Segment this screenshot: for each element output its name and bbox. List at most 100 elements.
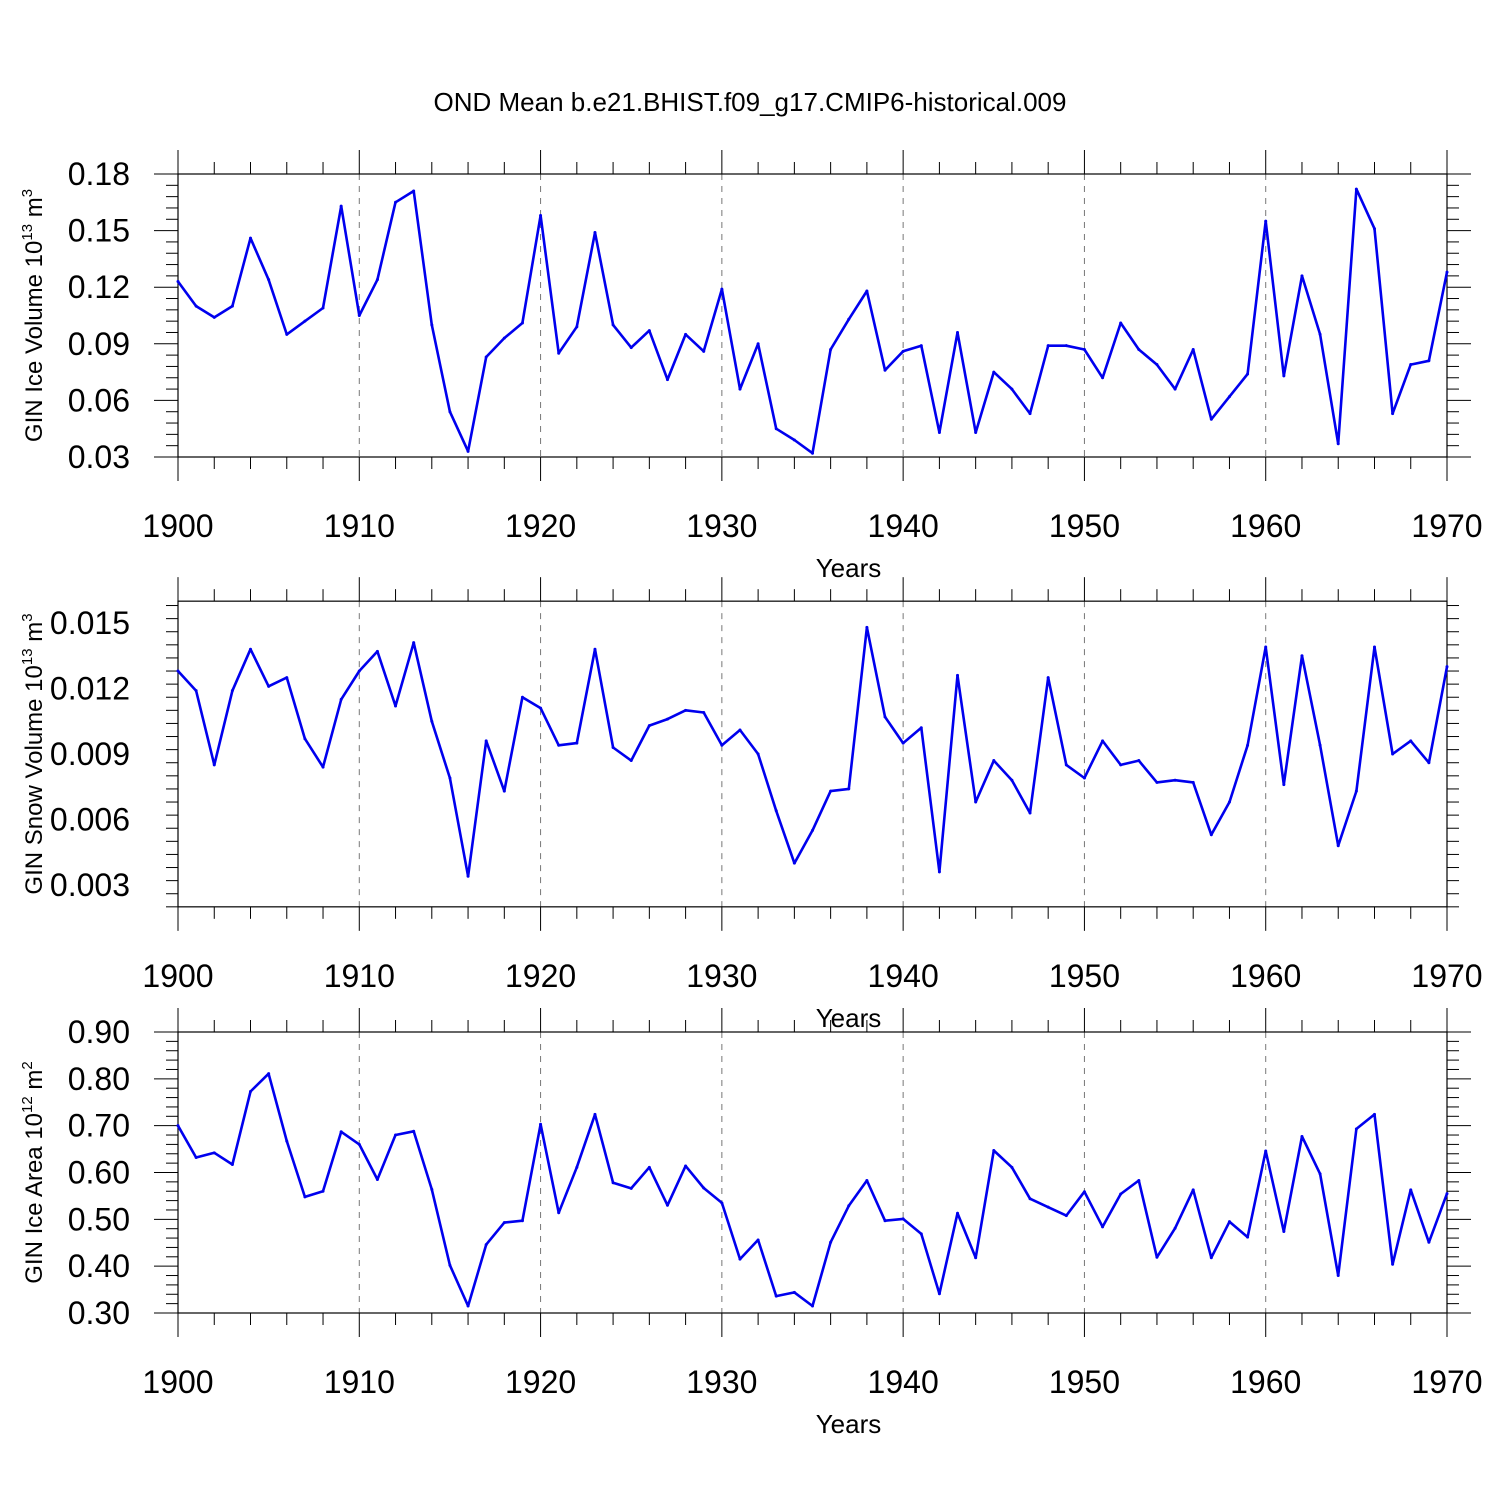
- y-tick-label: 0.003: [50, 867, 130, 903]
- data-point: [1427, 359, 1431, 363]
- data-point: [829, 1240, 833, 1244]
- y-tick-label: 0.40: [68, 1248, 130, 1284]
- series-line: [177, 626, 1449, 878]
- data-point: [1119, 763, 1123, 767]
- data-point: [1227, 395, 1231, 399]
- data-point: [339, 204, 343, 208]
- data-point: [1354, 789, 1358, 793]
- data-point: [1137, 759, 1141, 763]
- data-point: [520, 695, 524, 699]
- data-point: [539, 1122, 543, 1126]
- y-tick-label: 0.60: [68, 1155, 130, 1191]
- data-point: [702, 711, 706, 715]
- y-axis-title-part: m: [21, 1070, 48, 1097]
- data-point: [811, 451, 814, 455]
- data-point: [865, 289, 869, 293]
- data-point: [249, 1089, 253, 1093]
- y-axis-title-part: m: [21, 197, 48, 224]
- data-point: [176, 280, 180, 284]
- y-tick-label: 0.90: [68, 1014, 130, 1050]
- data-point: [1137, 1178, 1141, 1182]
- series-line: [176, 1072, 1449, 1308]
- x-tick-label: 1940: [868, 508, 939, 544]
- data-point: [811, 1304, 814, 1308]
- data-point: [502, 1221, 506, 1225]
- x-axis-title: Years: [816, 1003, 882, 1033]
- data-point: [1101, 376, 1105, 380]
- data-point: [1318, 1172, 1322, 1176]
- data-point: [1354, 187, 1358, 191]
- y-tick-label: 0.09: [68, 326, 130, 362]
- data-point: [267, 684, 271, 688]
- data-point: [520, 321, 524, 325]
- data-point: [974, 800, 978, 804]
- data-point: [212, 763, 216, 767]
- data-point: [1028, 811, 1032, 815]
- x-axis-title: Years: [816, 1409, 882, 1439]
- data-point: [919, 726, 923, 730]
- data-point: [611, 745, 615, 749]
- data-point: [412, 1129, 416, 1133]
- data-point: [1028, 412, 1032, 416]
- data-point: [1137, 347, 1141, 351]
- data-point: [665, 1203, 669, 1207]
- x-tick-label: 1970: [1411, 508, 1482, 544]
- data-point: [1282, 1230, 1286, 1234]
- y-tick-label: 0.70: [68, 1108, 130, 1144]
- data-point: [1209, 833, 1213, 837]
- data-point: [303, 1195, 307, 1199]
- data-point: [774, 1294, 778, 1298]
- data-point: [647, 1165, 651, 1169]
- data-point: [575, 1165, 579, 1169]
- data-point: [1300, 274, 1304, 278]
- data-point: [1082, 347, 1086, 351]
- data-point: [1391, 412, 1395, 416]
- data-point: [774, 427, 778, 431]
- data-point: [992, 1148, 996, 1152]
- data-point: [1010, 1165, 1014, 1169]
- data-point: [484, 1243, 488, 1247]
- data-point: [448, 776, 452, 780]
- data-point: [1372, 227, 1376, 231]
- data-point: [1318, 332, 1322, 336]
- data-point: [611, 1181, 615, 1185]
- data-point: [394, 1133, 398, 1137]
- data-point: [847, 1204, 851, 1208]
- data-point: [684, 1164, 688, 1168]
- data-point: [1082, 776, 1086, 780]
- data-point: [1409, 739, 1413, 743]
- x-tick-label: 1920: [505, 958, 576, 994]
- data-point: [1046, 676, 1050, 680]
- y-axis-title-sup: 12: [19, 1096, 36, 1113]
- data-point: [303, 319, 307, 323]
- data-point: [375, 649, 379, 653]
- data-point: [1391, 1262, 1395, 1266]
- data-point: [321, 765, 325, 769]
- data-point: [647, 329, 651, 333]
- data-point: [974, 430, 978, 434]
- data-point: [502, 336, 506, 340]
- y-tick-label: 0.03: [68, 439, 130, 475]
- data-point: [720, 287, 724, 291]
- x-tick-label: 1940: [868, 958, 939, 994]
- data-point: [230, 689, 234, 693]
- data-point: [1300, 654, 1304, 658]
- data-point: [756, 342, 760, 346]
- y-tick-label: 0.12: [68, 269, 130, 305]
- data-point: [865, 625, 869, 629]
- data-point: [1246, 743, 1250, 747]
- data-point: [1010, 778, 1014, 782]
- x-tick-label: 1950: [1049, 1364, 1120, 1400]
- data-point: [1336, 442, 1340, 446]
- data-point: [629, 346, 633, 350]
- data-point: [176, 1124, 180, 1128]
- x-tick-label: 1960: [1230, 1364, 1301, 1400]
- data-point: [357, 1142, 361, 1146]
- data-point: [956, 1211, 960, 1215]
- y-axis-title-sup: 13: [19, 224, 36, 241]
- data-point: [992, 370, 996, 374]
- data-point: [1155, 1255, 1159, 1259]
- data-point: [937, 870, 941, 874]
- data-point: [629, 1186, 633, 1190]
- data-point: [1409, 363, 1413, 367]
